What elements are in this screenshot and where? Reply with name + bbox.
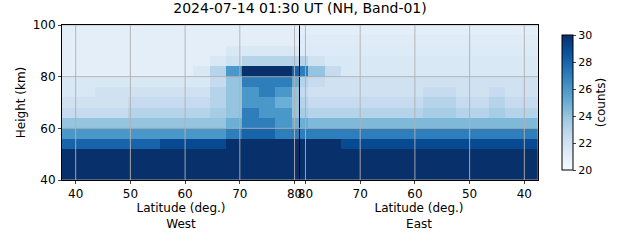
svg-text:40: 40 [517,187,532,201]
svg-text:Latitude (deg.)East: Latitude (deg.)East [375,201,464,231]
svg-text:(counts): (counts) [594,78,608,127]
svg-text:60: 60 [40,122,55,136]
svg-text:70: 70 [232,187,247,201]
svg-text:Latitude (deg.)West: Latitude (deg.)West [137,201,226,231]
svg-text:100: 100 [33,18,56,32]
svg-text:50: 50 [123,187,138,201]
svg-text:50: 50 [462,187,477,201]
svg-text:80: 80 [298,187,313,201]
svg-text:60: 60 [407,187,422,201]
svg-text:70: 70 [353,187,368,201]
svg-text:80: 80 [287,187,302,201]
svg-text:28: 28 [578,56,592,69]
svg-text:2024-07-14 01:30 UT (NH, Band-: 2024-07-14 01:30 UT (NH, Band-01) [173,0,427,16]
svg-text:40: 40 [68,187,83,201]
svg-text:26: 26 [578,83,592,96]
svg-text:60: 60 [177,187,192,201]
svg-text:Height (km): Height (km) [14,67,28,138]
svg-text:30: 30 [578,29,592,42]
svg-text:22: 22 [578,137,592,150]
svg-text:80: 80 [40,70,55,84]
svg-text:20: 20 [578,164,592,177]
svg-text:40: 40 [40,173,55,187]
svg-text:24: 24 [578,110,592,123]
